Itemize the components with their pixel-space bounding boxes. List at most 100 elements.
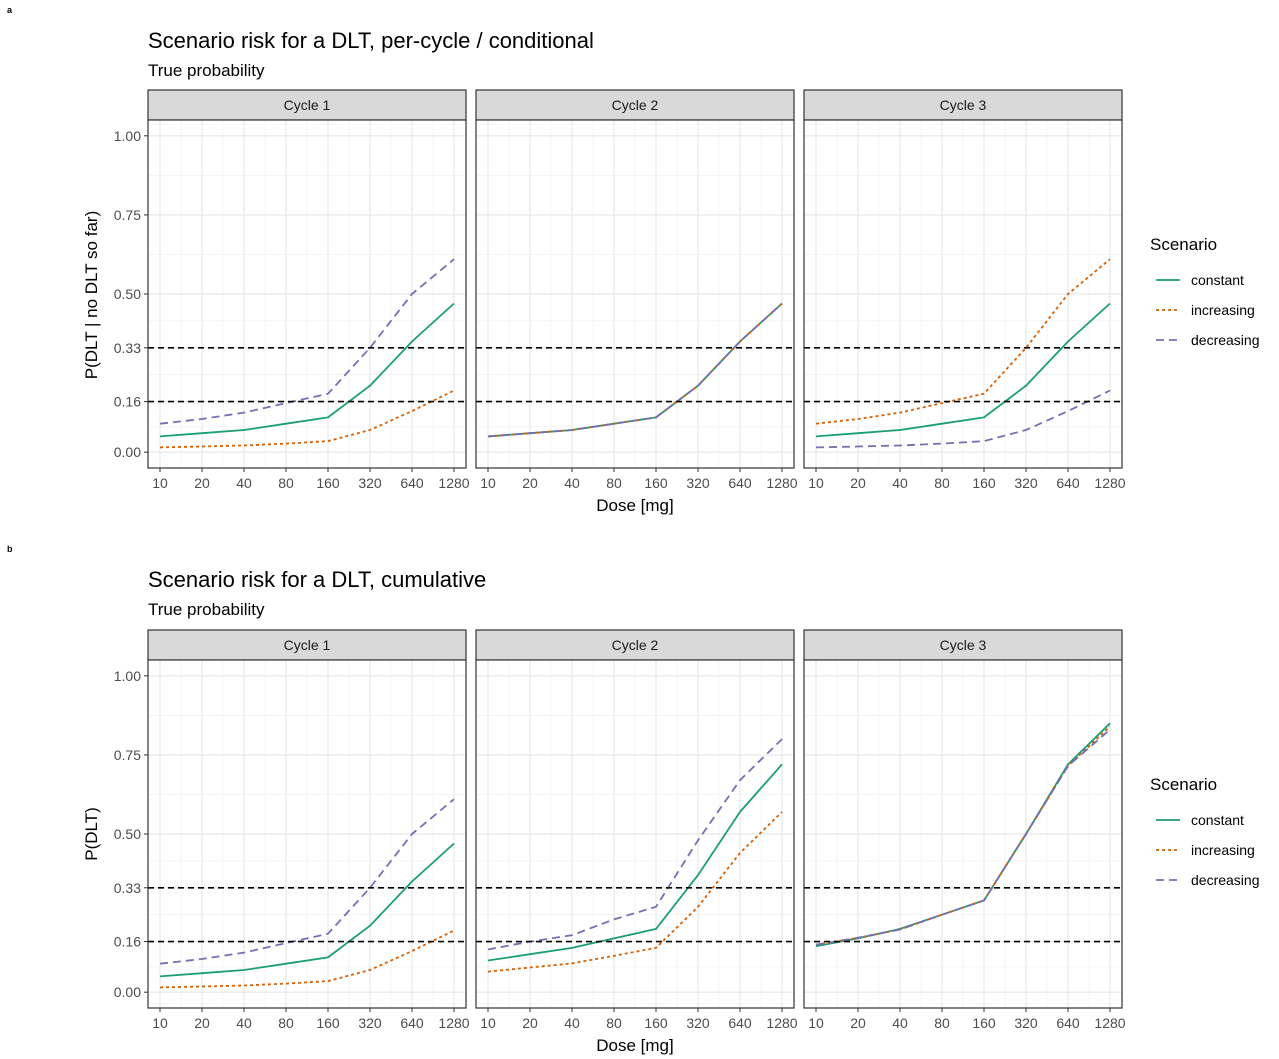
- chart-a-strip-label-1: Cycle 1: [284, 97, 331, 113]
- figure-tag-a: a: [7, 5, 13, 15]
- chart-b-y-axis-title: P(DLT): [82, 807, 101, 861]
- x-tick-label: 1280: [766, 475, 797, 491]
- x-tick-label: 160: [644, 1015, 668, 1031]
- chart-b-strip-label-2: Cycle 2: [612, 637, 659, 653]
- x-tick-label: 160: [316, 475, 340, 491]
- x-tick-label: 320: [358, 1015, 382, 1031]
- chart-a-strip-label-3: Cycle 3: [940, 97, 987, 113]
- y-tick-label: 0.16: [114, 394, 141, 410]
- chart-a-strip-label-2: Cycle 2: [612, 97, 659, 113]
- x-tick-label: 1280: [438, 1015, 469, 1031]
- x-tick-label: 40: [564, 1015, 580, 1031]
- x-tick-label: 80: [278, 1015, 294, 1031]
- x-tick-label: 10: [808, 1015, 824, 1031]
- x-tick-label: 640: [728, 1015, 752, 1031]
- chart-b-panel-1-line-constant: [159, 842, 455, 978]
- legend-label-decreasing: decreasing: [1191, 332, 1260, 348]
- chart-b-panel-2: Cycle 2 10 20 40 80 160 320 640 1280: [475, 629, 798, 1031]
- x-tick-label: 40: [236, 1015, 252, 1031]
- chart-a-panel-3-line-decreasing: [815, 389, 1111, 449]
- y-tick-label: 0.33: [114, 880, 141, 896]
- chart-a-panel-border-2: [475, 119, 795, 469]
- chart-b-panel-1-line-increasing: [159, 929, 455, 989]
- x-tick-label: 10: [152, 475, 168, 491]
- legend-label-increasing: increasing: [1191, 302, 1255, 318]
- chart-b-x-axis-title: Dose [mg]: [596, 1036, 673, 1055]
- x-tick-label: 20: [194, 475, 210, 491]
- x-tick-label: 320: [686, 1015, 710, 1031]
- chart-a-panels: Cycle 1 10 20 40 80 160 320 640 1280 0.00 0.16 0.33…: [114, 89, 1126, 491]
- chart-a-panel-border-3: [803, 119, 1123, 469]
- chart-a-panel-1-line-decreasing: [159, 258, 455, 425]
- x-tick-label: 1280: [438, 475, 469, 491]
- y-tick-label: 0.75: [114, 207, 141, 223]
- x-tick-label: 10: [808, 475, 824, 491]
- y-tick-label: 0.50: [114, 826, 141, 842]
- chart-a-panel-2-line-decreasing: [487, 302, 783, 438]
- x-tick-label: 10: [152, 1015, 168, 1031]
- x-tick-label: 640: [728, 475, 752, 491]
- legend-label-decreasing: decreasing: [1191, 872, 1260, 888]
- chart-b-title: Scenario risk for a DLT, cumulative: [148, 567, 486, 592]
- chart-b-panels: Cycle 1 10 20 40 80 160 320 640 1280 0.00 0.16 0.33…: [114, 629, 1126, 1031]
- x-tick-label: 160: [972, 475, 996, 491]
- legend-label-increasing: increasing: [1191, 842, 1255, 858]
- chart-a-panel-3: Cycle 3 10 20 40 80 160 320 640 1280: [803, 89, 1126, 491]
- x-tick-label: 20: [522, 475, 538, 491]
- chart-a-panel-1-line-constant: [159, 302, 455, 438]
- legend-a-title: Scenario: [1150, 235, 1217, 254]
- chart-a-panel-3-line-increasing: [815, 258, 1111, 425]
- chart-b-panel-border-3: [803, 659, 1123, 1009]
- x-tick-label: 640: [1056, 1015, 1080, 1031]
- x-tick-label: 40: [236, 475, 252, 491]
- chart-b-strip-3: [803, 629, 1123, 661]
- x-tick-label: 10: [480, 1015, 496, 1031]
- chart-b-panel-2-line-increasing: [487, 811, 783, 973]
- x-tick-label: 10: [480, 475, 496, 491]
- x-tick-label: 1280: [766, 1015, 797, 1031]
- x-tick-label: 320: [686, 475, 710, 491]
- x-tick-label: 160: [644, 475, 668, 491]
- y-tick-label: 1.00: [114, 668, 141, 684]
- chart-b-panel-2-line-decreasing: [487, 738, 783, 951]
- x-tick-label: 80: [606, 1015, 622, 1031]
- chart-b-strip-1: [147, 629, 467, 661]
- chart-b-panel-2-line-constant: [487, 763, 783, 962]
- chart-b-panel-border-2: [475, 659, 795, 1009]
- y-tick-label: 0.75: [114, 747, 141, 763]
- x-tick-label: 320: [1014, 1015, 1038, 1031]
- x-tick-label: 80: [934, 1015, 950, 1031]
- chart-b-strip-2: [475, 629, 795, 661]
- chart-a-panel-1: Cycle 1 10 20 40 80 160 320 640 1280 0.00 0.16 0.33…: [114, 89, 470, 491]
- chart-b-panel-3: Cycle 3 10 20 40 80 160 320 640 1280: [803, 629, 1126, 1031]
- x-tick-label: 20: [850, 1015, 866, 1031]
- y-tick-label: 0.50: [114, 286, 141, 302]
- x-tick-label: 40: [892, 475, 908, 491]
- x-tick-label: 20: [850, 475, 866, 491]
- y-tick-label: 1.00: [114, 128, 141, 144]
- x-tick-label: 40: [892, 1015, 908, 1031]
- legend-b: Scenario constant increasing decreasing: [1150, 775, 1260, 888]
- chart-a-strip-1: [147, 89, 467, 121]
- y-tick-label: 0.33: [114, 340, 141, 356]
- chart-a-panel-1-line-increasing: [159, 389, 455, 449]
- legend-a: Scenario constant increasing decreasing: [1150, 235, 1260, 348]
- chart-b-strip-label-3: Cycle 3: [940, 637, 987, 653]
- y-tick-label: 0.00: [114, 444, 141, 460]
- x-tick-label: 160: [316, 1015, 340, 1031]
- x-tick-label: 640: [400, 1015, 424, 1031]
- chart-a-panel-2: Cycle 2 10 20 40 80 160 320 640 1280: [475, 89, 798, 491]
- x-tick-label: 20: [522, 1015, 538, 1031]
- x-tick-label: 80: [934, 475, 950, 491]
- x-tick-label: 40: [564, 475, 580, 491]
- chart-a-panel-2-line-increasing: [487, 302, 783, 438]
- figure-tag-b: b: [7, 544, 13, 554]
- chart-a-panel-3-line-constant: [815, 302, 1111, 438]
- chart-b-panel-1: Cycle 1 10 20 40 80 160 320 640 1280 0.00 0.16 0.33…: [114, 629, 470, 1031]
- x-tick-label: 80: [606, 475, 622, 491]
- chart-a-subtitle: True probability: [148, 61, 265, 80]
- x-tick-label: 320: [1014, 475, 1038, 491]
- chart-b-panel-3-line-decreasing: [815, 728, 1111, 946]
- x-tick-label: 20: [194, 1015, 210, 1031]
